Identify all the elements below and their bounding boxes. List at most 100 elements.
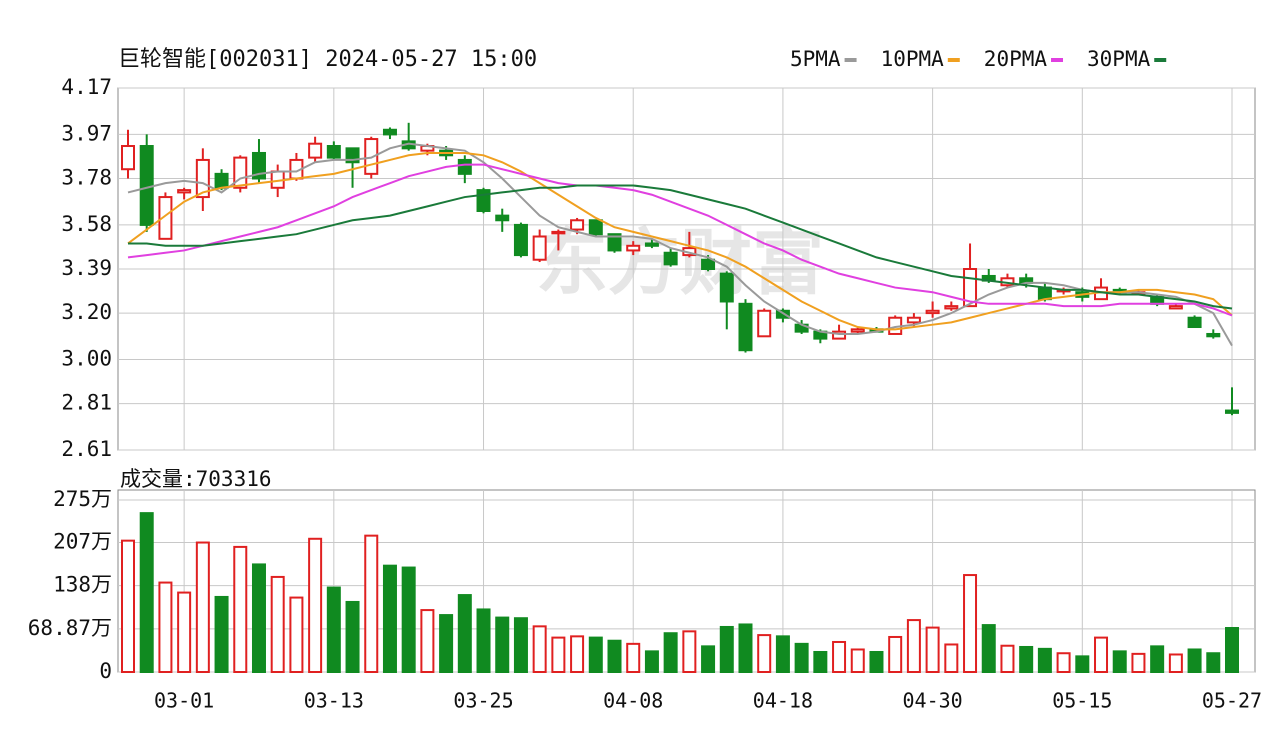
y-tick-label: 3.39	[61, 256, 112, 280]
volume-bar	[251, 563, 266, 673]
y-tick-label: 2.81	[61, 391, 112, 415]
ma-line	[127, 151, 1233, 331]
volume-bar	[1056, 652, 1071, 674]
candle-body	[701, 258, 716, 271]
volume-bar	[364, 534, 379, 673]
y-tick-label: 275万	[53, 487, 112, 511]
volume-bar	[1075, 655, 1090, 674]
volume-bar	[850, 648, 865, 674]
volume-bar	[1187, 648, 1202, 674]
y-tick-label: 3.97	[61, 121, 112, 145]
y-tick-label: 3.00	[61, 347, 112, 371]
candle-body	[626, 244, 641, 252]
y-tick-label: 3.78	[61, 166, 112, 190]
volume-bar	[794, 642, 809, 674]
volume-bar	[607, 639, 622, 674]
candle-body	[719, 272, 734, 303]
volume-bar	[308, 537, 323, 674]
candle-body	[925, 309, 940, 315]
x-tick-label: 04-30	[903, 689, 963, 713]
volume-bar	[401, 566, 416, 673]
volume-bar	[701, 645, 716, 674]
volume-bar	[644, 650, 659, 673]
candle-body	[757, 309, 772, 338]
volume-bar	[738, 623, 753, 673]
volume-bar	[513, 617, 528, 674]
candle-body	[195, 158, 210, 199]
y-tick-label: 4.17	[61, 75, 112, 99]
volume-bar	[832, 640, 847, 674]
candle-body	[1187, 316, 1202, 329]
volume-bar	[1150, 645, 1165, 674]
volume-bar	[925, 626, 940, 673]
volume-bar	[551, 636, 566, 673]
volume-bar	[682, 630, 697, 674]
volume-bar	[1000, 644, 1015, 673]
x-tick-label: 05-27	[1202, 689, 1262, 713]
volume-bar	[757, 634, 772, 674]
volume-bar	[1168, 653, 1183, 673]
candle-body	[607, 233, 622, 252]
volume-bar	[1225, 627, 1239, 674]
y-tick-label: 3.20	[61, 300, 112, 324]
candle-body	[588, 219, 603, 236]
volume-bar	[869, 650, 884, 674]
volume-bar	[963, 574, 978, 674]
legend-label: 20PMA	[984, 47, 1048, 71]
candle-body	[457, 158, 472, 175]
volume-bar	[382, 564, 397, 673]
x-tick-label: 03-25	[453, 689, 513, 713]
volume-bar	[663, 632, 678, 673]
volume-bar	[775, 635, 790, 674]
volume-bar	[1131, 652, 1146, 673]
candle-body	[570, 219, 585, 231]
volume-bar	[1206, 652, 1221, 674]
candle-body	[832, 330, 847, 340]
y-tick-label: 0	[99, 659, 112, 683]
y-tick-label: 138万	[53, 573, 112, 597]
ma-line	[128, 184, 1233, 310]
candle-body	[326, 145, 341, 159]
volume-bar	[1094, 636, 1109, 673]
volume-title: 成交量:703316	[120, 467, 272, 491]
volume-bar	[495, 616, 510, 673]
ma-line	[127, 142, 1233, 347]
candle-body	[308, 142, 323, 159]
volume-bar	[121, 539, 135, 673]
candle-body	[850, 328, 865, 333]
volume-bar	[813, 650, 828, 674]
volume-bar	[476, 608, 491, 673]
candle-body	[1168, 305, 1183, 310]
volume-bar	[214, 595, 229, 673]
volume-bar	[233, 545, 248, 674]
candle-body	[251, 151, 266, 180]
volume-bar	[326, 586, 341, 674]
volume-bar	[345, 600, 360, 674]
volume-bar	[195, 541, 210, 673]
volume-bar	[719, 625, 734, 674]
x-tick-label: 03-01	[154, 689, 214, 713]
ma-line	[127, 163, 1233, 317]
candle-body	[177, 189, 192, 194]
y-tick-label: 2.61	[61, 437, 112, 461]
candle-body	[121, 145, 135, 171]
candle-body	[551, 230, 566, 235]
volume-bar	[906, 619, 921, 674]
candle-body	[139, 145, 154, 226]
volume-bar	[420, 609, 435, 674]
legend-label: 5PMA	[790, 47, 841, 71]
x-tick-label: 04-08	[603, 689, 663, 713]
candle-body	[1206, 332, 1221, 338]
volume-bar	[1019, 645, 1034, 673]
candle-body	[214, 172, 229, 189]
y-tick-label: 207万	[53, 530, 112, 554]
volume-bar	[944, 643, 959, 673]
candle-body	[233, 156, 248, 189]
volume-bar	[270, 575, 285, 673]
volume-bar	[626, 642, 641, 674]
x-tick-label: 03-13	[304, 689, 364, 713]
volume-bar	[588, 636, 603, 673]
y-tick-label: 3.58	[61, 212, 112, 236]
candle-body	[495, 214, 510, 222]
